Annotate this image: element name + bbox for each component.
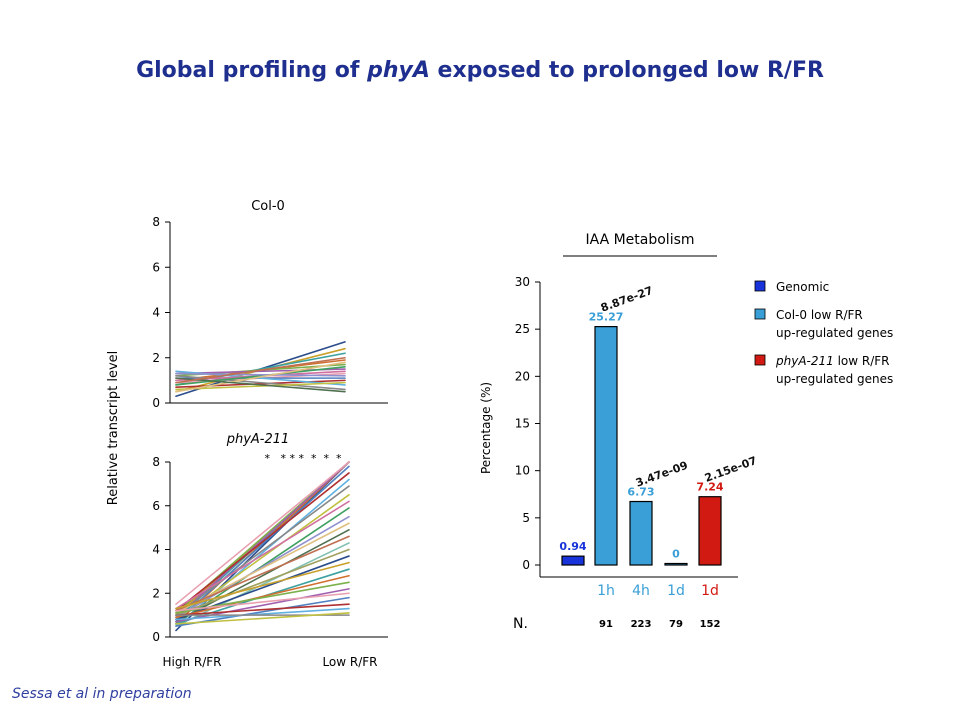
phya-lines bbox=[175, 461, 350, 632]
bar bbox=[664, 562, 688, 566]
series-line bbox=[175, 461, 350, 605]
title-before: Global profiling of bbox=[136, 58, 368, 83]
series-line bbox=[175, 485, 350, 616]
bar-category-label: 4h bbox=[632, 583, 650, 599]
bar-y-tick-label: 5 bbox=[522, 511, 530, 525]
title-after: exposed to prolonged low R/FR bbox=[429, 58, 824, 83]
n-label: N. bbox=[513, 616, 528, 632]
xtick-high: High R/FR bbox=[162, 655, 221, 669]
bar-value-label: 7.24 bbox=[696, 481, 723, 494]
bar-title: IAA Metabolism bbox=[585, 232, 694, 248]
bar-y-tick-label: 10 bbox=[515, 464, 530, 478]
col0-axis: 0 2 4 6 8 bbox=[152, 215, 388, 410]
series-line bbox=[175, 494, 350, 621]
y-tick-label: 4 bbox=[152, 543, 160, 557]
bar-value-label: 6.73 bbox=[627, 486, 654, 499]
bar-category-label: 1d bbox=[701, 583, 719, 599]
bar-pvalue-label: 8.87e-27 bbox=[599, 284, 655, 315]
series-line bbox=[175, 365, 346, 386]
bar-count-label: 223 bbox=[631, 619, 652, 630]
series-line bbox=[175, 472, 350, 612]
bar-ylabel: Percentage (%) bbox=[479, 382, 493, 474]
legend-swatch bbox=[754, 354, 766, 366]
bar-count-label: 152 bbox=[700, 619, 721, 630]
legend-label: Genomic bbox=[776, 280, 829, 294]
phya-stars: * * * * * * * bbox=[265, 452, 342, 465]
y-tick-label: 0 bbox=[152, 630, 160, 644]
series-line bbox=[175, 603, 350, 616]
y-tick-label: 2 bbox=[152, 351, 160, 365]
series-line bbox=[175, 372, 346, 377]
bar-pvalue-label: 2.15e-07 bbox=[703, 454, 759, 485]
legend-label: Col-0 low R/FR bbox=[776, 308, 863, 322]
y-tick-label: 6 bbox=[152, 260, 160, 274]
legend-swatch bbox=[754, 280, 766, 292]
col0-panel: Col-0 0 2 4 6 8 bbox=[152, 199, 388, 410]
col0-title: Col-0 bbox=[251, 199, 285, 214]
bar-count-label: 91 bbox=[599, 619, 613, 630]
xtick-low: Low R/FR bbox=[322, 655, 377, 669]
series-line bbox=[175, 361, 346, 393]
series-line bbox=[175, 465, 350, 623]
series-line bbox=[175, 588, 350, 623]
series-line bbox=[175, 478, 350, 627]
phya-axis: 0 2 4 6 8 bbox=[152, 455, 388, 644]
y-tick-label: 8 bbox=[152, 215, 160, 229]
bar-value-label: 0.94 bbox=[559, 540, 586, 553]
bar bbox=[629, 500, 653, 566]
series-line bbox=[175, 555, 350, 621]
series-line bbox=[175, 548, 350, 616]
legend-label: up-regulated genes bbox=[776, 372, 893, 386]
y-tick-label: 4 bbox=[152, 306, 160, 320]
legend-label: phyA-211 low R/FR bbox=[775, 354, 890, 368]
bar-pvalue-label: 3.47e-09 bbox=[634, 459, 690, 490]
series-line bbox=[175, 542, 350, 627]
bar-category-label: 1h bbox=[597, 583, 615, 599]
y-tick-label: 0 bbox=[152, 396, 160, 410]
page-title: Global profiling of phyA exposed to prol… bbox=[0, 58, 960, 83]
bar-marks: 0.94 25.278.87e-27 1h 91 6.733.47e-09 4h 223 0 1… bbox=[559, 284, 758, 630]
series-line bbox=[175, 535, 350, 612]
series-line bbox=[175, 607, 350, 621]
series-line bbox=[175, 500, 350, 610]
series-line bbox=[175, 612, 350, 625]
series-line bbox=[175, 529, 350, 623]
phya-title: phyA-211 bbox=[226, 432, 290, 447]
bar-y-tick-label: 0 bbox=[522, 558, 530, 572]
bar-y-tick-label: 30 bbox=[515, 275, 530, 289]
bar-y-tick-label: 20 bbox=[515, 369, 530, 383]
iaa-bar-chart: IAA Metabolism Percentage (%) 0510152025… bbox=[479, 232, 759, 632]
series-line bbox=[175, 377, 346, 393]
series-line bbox=[175, 561, 350, 610]
bar bbox=[561, 555, 585, 566]
bar bbox=[594, 326, 618, 566]
col0-lines bbox=[175, 341, 346, 398]
series-line bbox=[175, 592, 350, 612]
bar-value-label: 25.27 bbox=[589, 311, 624, 324]
bar-y-tick-label: 15 bbox=[515, 417, 530, 431]
bar-value-label: 0 bbox=[672, 548, 680, 561]
series-line bbox=[175, 574, 350, 619]
series-line bbox=[175, 461, 350, 625]
y-tick-label: 2 bbox=[152, 586, 160, 600]
legend-label: up-regulated genes bbox=[776, 326, 893, 340]
bar-y-tick-label: 25 bbox=[515, 322, 530, 336]
bar-category-label: 1d bbox=[667, 583, 685, 599]
title-italic: phyA bbox=[367, 58, 430, 83]
y-tick-label: 6 bbox=[152, 499, 160, 513]
series-line bbox=[175, 381, 346, 391]
bar bbox=[698, 496, 722, 566]
phya-panel: phyA-211 * * * * * * * 0 2 4 6 8 bbox=[152, 432, 388, 644]
citation: Sessa et al in preparation bbox=[12, 686, 192, 702]
y-tick-label: 8 bbox=[152, 455, 160, 469]
legend-swatch bbox=[754, 308, 766, 320]
bar-count-label: 79 bbox=[669, 619, 683, 630]
series-line bbox=[175, 356, 346, 384]
left-ylabel: Relative transcript level bbox=[106, 351, 121, 505]
bar-axis: 0 5 10 15 20 25 30 bbox=[515, 275, 738, 578]
legend: Genomic Col-0 low R/FR up-regulated genes p… bbox=[754, 280, 893, 386]
